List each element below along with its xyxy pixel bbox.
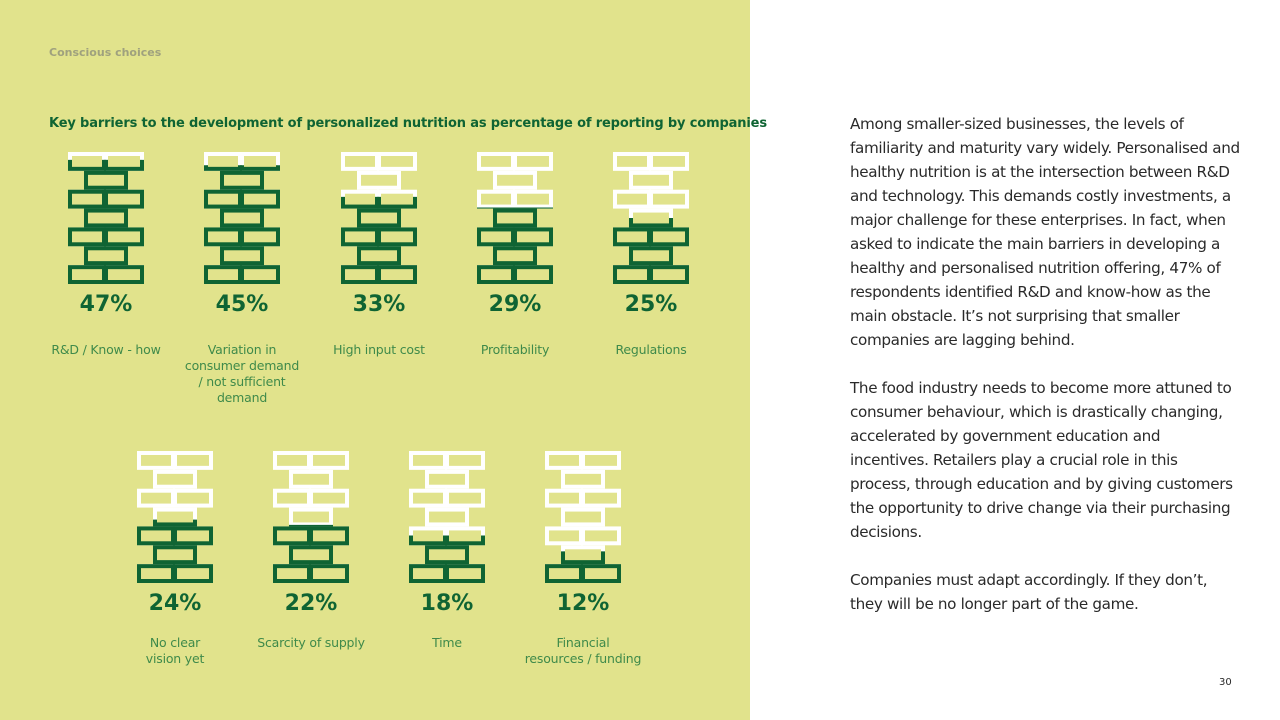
category-label-line: Scarcity of supply bbox=[257, 635, 365, 650]
percentage-value: 29% bbox=[488, 292, 542, 317]
percentage-value: 12% bbox=[556, 591, 610, 616]
percentage-value: 47% bbox=[79, 292, 133, 317]
category-label: No clear vision yet bbox=[104, 635, 246, 667]
category-label: Regulations bbox=[580, 342, 722, 358]
category-label: R&D / Know - how bbox=[35, 342, 177, 358]
category-label-line: vision yet bbox=[145, 651, 205, 666]
section-label: Conscious choices bbox=[49, 46, 162, 59]
category-label: Variation in consumer demand / not suffici… bbox=[171, 342, 313, 406]
brick-wall-icon bbox=[545, 451, 621, 583]
category-label-line: consumer demand bbox=[184, 358, 300, 373]
category-label-line: Financial bbox=[556, 635, 610, 650]
body-paragraph: Among smaller-sized businesses, the leve… bbox=[850, 115, 1240, 349]
percentage-value: 25% bbox=[624, 292, 678, 317]
category-label-line: demand bbox=[216, 390, 268, 405]
wall-fill-level bbox=[613, 218, 689, 284]
brick-wall-icon bbox=[273, 451, 349, 583]
brick-wall-icon bbox=[477, 152, 553, 284]
category-label-line: R&D / Know - how bbox=[51, 342, 161, 357]
body-text: Among smaller-sized businesses, the leve… bbox=[850, 112, 1240, 640]
percentage-value: 45% bbox=[215, 292, 269, 317]
wall-fill-level bbox=[545, 551, 621, 583]
category-label-line: resources / funding bbox=[524, 651, 642, 666]
brick-wall-icon bbox=[137, 451, 213, 583]
category-label: Time bbox=[376, 635, 518, 651]
page-number: 30 bbox=[1219, 677, 1232, 688]
brick-wall-icon bbox=[204, 152, 280, 284]
category-label-line: Time bbox=[432, 635, 462, 650]
wall-fill-level bbox=[137, 519, 213, 583]
brick-wall-icon bbox=[68, 152, 144, 284]
percentage-value: 24% bbox=[148, 591, 202, 616]
chart-title: Key barriers to the development of perso… bbox=[49, 116, 767, 131]
wall-fill-level bbox=[273, 524, 349, 583]
category-label-line: Profitability bbox=[480, 342, 550, 357]
category-label: High input cost bbox=[308, 342, 450, 358]
wall-fill-level bbox=[341, 196, 417, 284]
category-label-line: Regulations bbox=[615, 342, 687, 357]
wall-fill-level bbox=[204, 165, 280, 284]
wall-fill-level bbox=[477, 207, 553, 284]
category-label: Profitability bbox=[444, 342, 586, 358]
infographic-panel: Conscious choices Key barriers to the de… bbox=[0, 0, 767, 720]
brick-wall-icon bbox=[341, 152, 417, 284]
percentage-value: 22% bbox=[284, 591, 338, 616]
percentage-value: 33% bbox=[352, 292, 406, 317]
body-paragraph: The food industry needs to become more a… bbox=[850, 379, 1233, 541]
category-label-line: Variation in bbox=[207, 342, 277, 357]
category-label-line: High input cost bbox=[333, 342, 425, 357]
percentage-value: 18% bbox=[420, 591, 474, 616]
brick-wall-icon bbox=[409, 451, 485, 583]
category-label: Financial resources / funding bbox=[512, 635, 654, 667]
brick-wall-icon bbox=[613, 152, 689, 284]
category-label-line: / not sufficient bbox=[198, 374, 286, 389]
wall-fill-level bbox=[409, 535, 485, 583]
category-label-line: No clear bbox=[149, 635, 201, 650]
category-label: Scarcity of supply bbox=[240, 635, 382, 651]
wall-fill-level bbox=[68, 159, 144, 284]
body-paragraph: Companies must adapt accordingly. If the… bbox=[850, 571, 1208, 613]
